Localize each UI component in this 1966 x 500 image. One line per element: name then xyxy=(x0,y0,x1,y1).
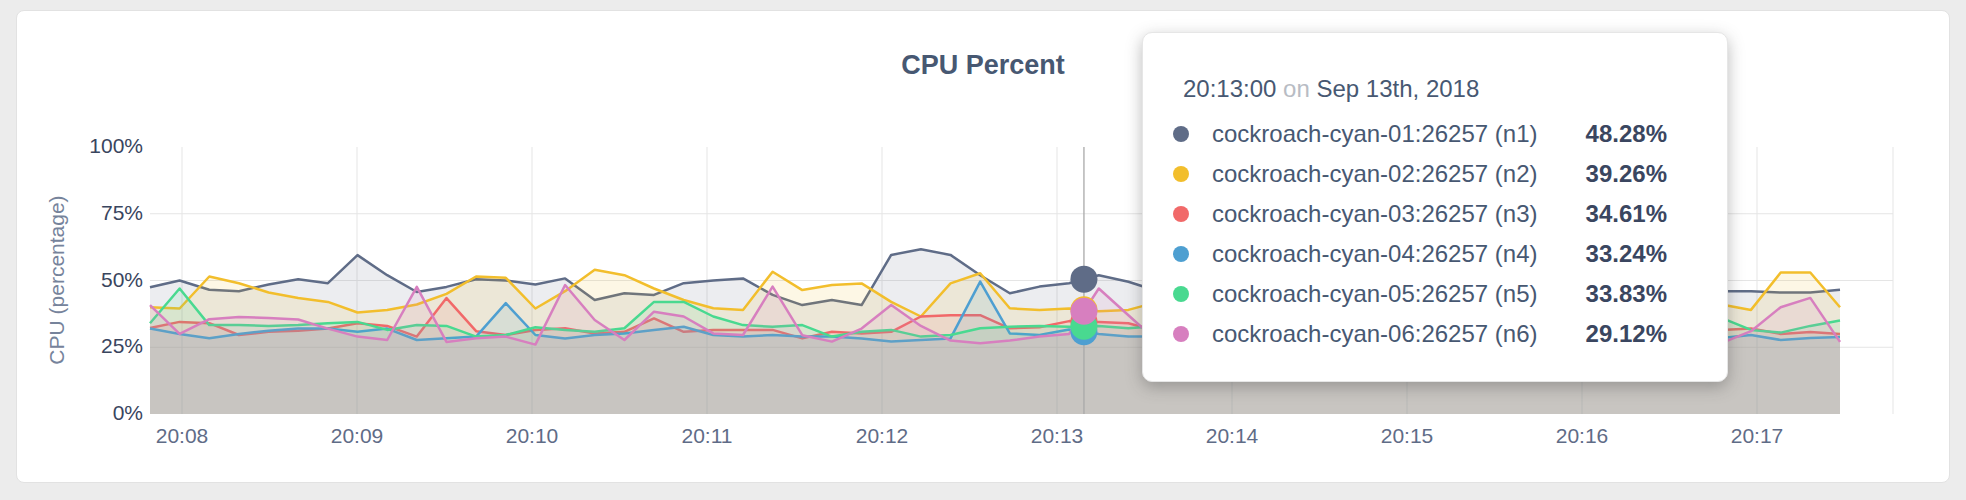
series-color-dot xyxy=(1173,166,1189,182)
tooltip-date: Sep 13th, 2018 xyxy=(1316,75,1479,102)
series-value: 33.24% xyxy=(1586,240,1667,268)
hover-dot-n6 xyxy=(1070,298,1097,325)
series-color-dot xyxy=(1173,286,1189,302)
x-tick-label: 20:12 xyxy=(812,424,952,448)
y-tick-label: 50% xyxy=(0,268,143,292)
y-tick-label: 75% xyxy=(0,201,143,225)
tooltip-row: cockroach-cyan-02:26257 (n2) 39.26% xyxy=(1173,154,1667,194)
tooltip-row: cockroach-cyan-03:26257 (n3) 34.61% xyxy=(1173,194,1667,234)
x-tick-label: 20:16 xyxy=(1512,424,1652,448)
series-value: 29.12% xyxy=(1586,320,1667,348)
series-color-dot xyxy=(1173,246,1189,262)
x-tick-label: 20:10 xyxy=(462,424,602,448)
hover-dot-n1 xyxy=(1070,266,1097,293)
tooltip-row: cockroach-cyan-06:26257 (n6) 29.12% xyxy=(1173,314,1667,354)
tooltip-row: cockroach-cyan-04:26257 (n4) 33.24% xyxy=(1173,234,1667,274)
series-color-dot xyxy=(1173,126,1189,142)
series-name: cockroach-cyan-02:26257 (n2) xyxy=(1212,160,1538,188)
page: { "card": { "title": "CPU Percent" }, "c… xyxy=(0,0,1966,500)
tooltip-on: on xyxy=(1283,75,1310,102)
series-value: 33.83% xyxy=(1586,280,1667,308)
x-tick-label: 20:08 xyxy=(112,424,252,448)
y-tick-label: 0% xyxy=(0,401,143,425)
x-tick-label: 20:17 xyxy=(1687,424,1827,448)
series-name: cockroach-cyan-06:26257 (n6) xyxy=(1212,320,1538,348)
series-name: cockroach-cyan-05:26257 (n5) xyxy=(1212,280,1538,308)
series-name: cockroach-cyan-04:26257 (n4) xyxy=(1212,240,1538,268)
series-color-dot xyxy=(1173,326,1189,342)
y-tick-label: 25% xyxy=(0,334,143,358)
tooltip-header: 20:13:00 on Sep 13th, 2018 xyxy=(1183,75,1479,103)
series-name: cockroach-cyan-03:26257 (n3) xyxy=(1212,200,1538,228)
tooltip-time: 20:13:00 xyxy=(1183,75,1276,102)
x-tick-label: 20:13 xyxy=(987,424,1127,448)
y-tick-label: 100% xyxy=(0,134,143,158)
hover-tooltip: 20:13:00 on Sep 13th, 2018 cockroach-cya… xyxy=(1142,32,1728,382)
tooltip-row: cockroach-cyan-01:26257 (n1) 48.28% xyxy=(1173,114,1667,154)
series-name: cockroach-cyan-01:26257 (n1) xyxy=(1212,120,1538,148)
x-tick-label: 20:14 xyxy=(1162,424,1302,448)
series-color-dot xyxy=(1173,206,1189,222)
x-tick-label: 20:09 xyxy=(287,424,427,448)
tooltip-row: cockroach-cyan-05:26257 (n5) 33.83% xyxy=(1173,274,1667,314)
tooltip-rows: cockroach-cyan-01:26257 (n1)48.28%cockro… xyxy=(1173,114,1667,354)
x-tick-label: 20:11 xyxy=(637,424,777,448)
series-value: 48.28% xyxy=(1586,120,1667,148)
series-value: 39.26% xyxy=(1586,160,1667,188)
x-tick-label: 20:15 xyxy=(1337,424,1477,448)
series-value: 34.61% xyxy=(1586,200,1667,228)
